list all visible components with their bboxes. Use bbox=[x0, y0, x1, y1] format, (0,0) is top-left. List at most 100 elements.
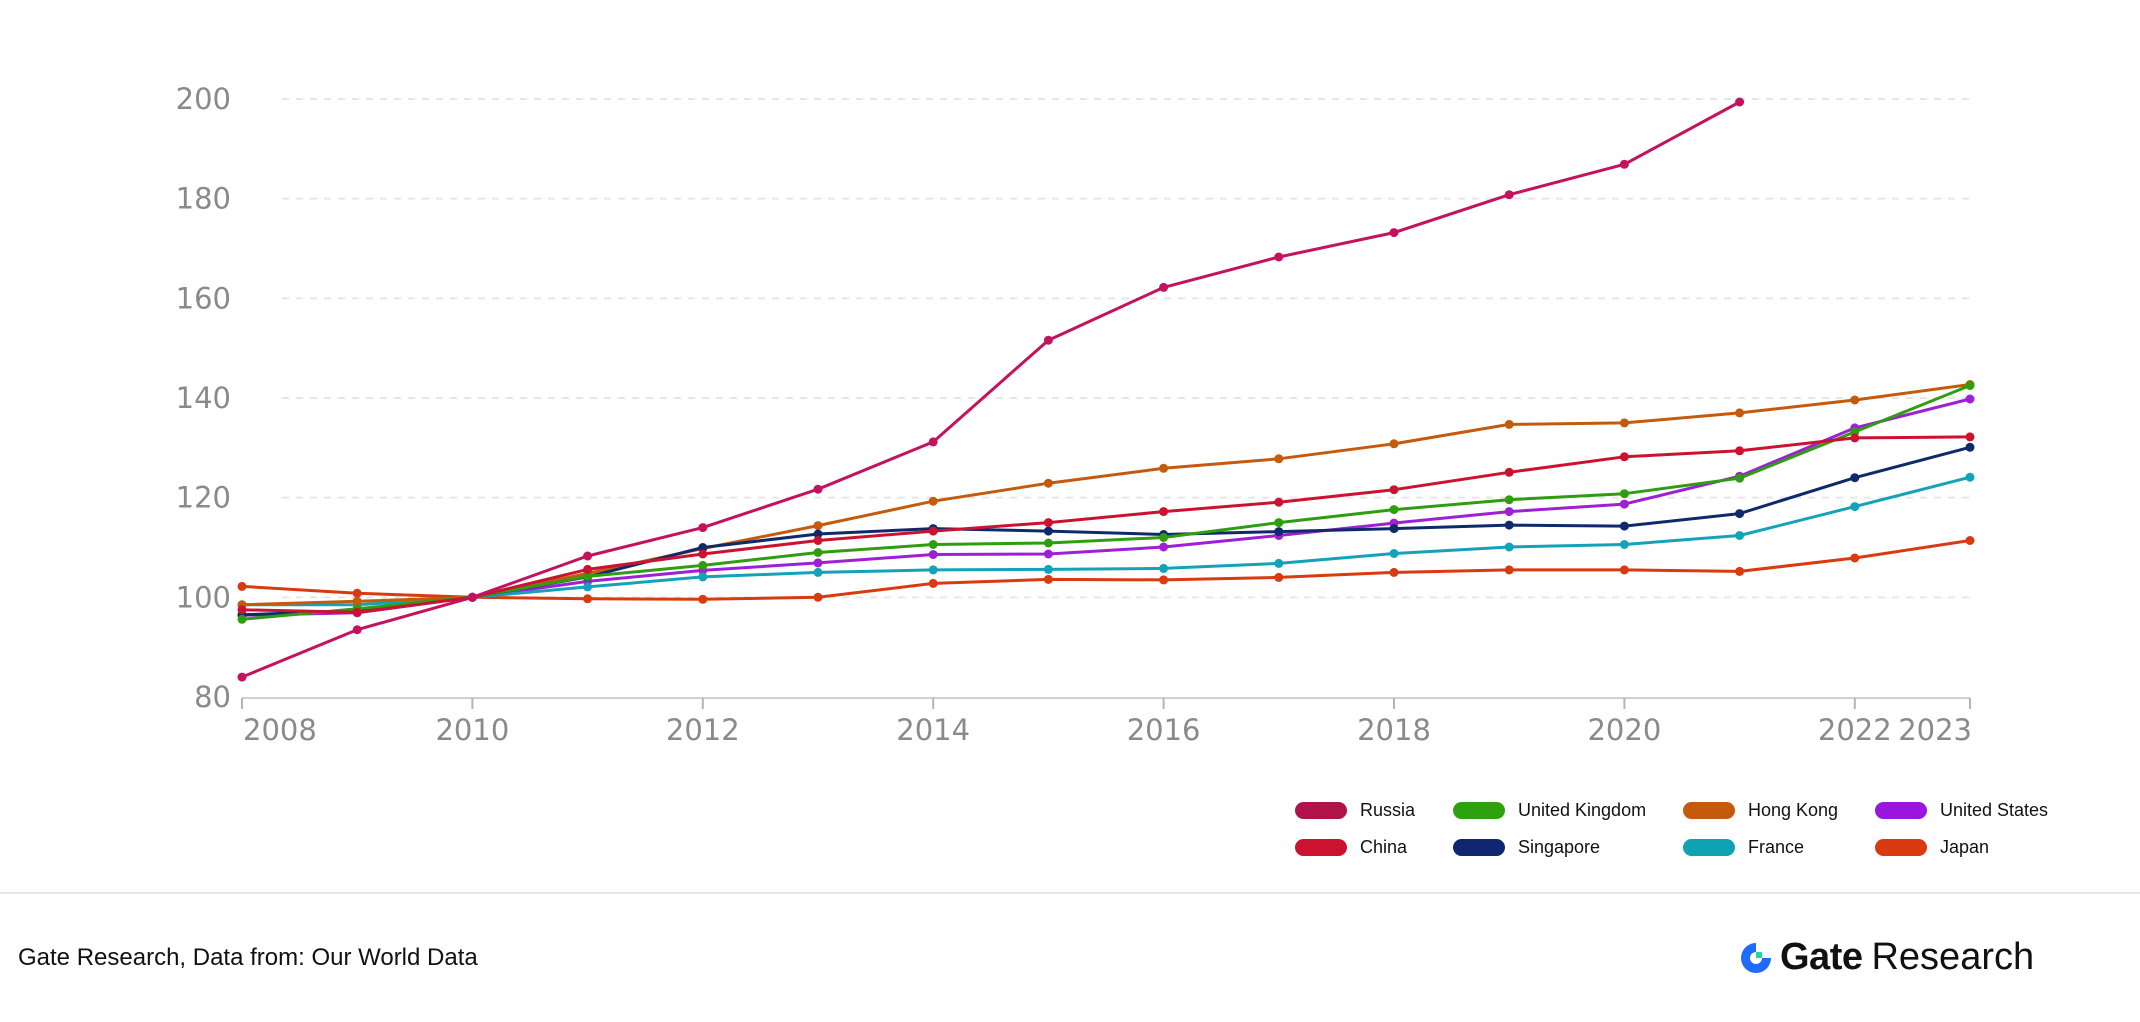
data-point-france[interactable] bbox=[1274, 558, 1284, 568]
data-point-france[interactable] bbox=[928, 565, 938, 575]
legend-item-hong-kong[interactable]: Hong Kong bbox=[1683, 798, 1875, 823]
data-point-japan[interactable] bbox=[1159, 575, 1169, 585]
data-point-united-states[interactable] bbox=[1159, 542, 1169, 552]
data-point-russia[interactable] bbox=[1619, 159, 1629, 169]
legend-item-united-kingdom[interactable]: United Kingdom bbox=[1453, 798, 1683, 823]
data-point-russia[interactable] bbox=[467, 592, 477, 602]
data-point-united-kingdom[interactable] bbox=[1274, 518, 1284, 528]
data-point-russia[interactable] bbox=[1389, 228, 1399, 238]
data-point-japan[interactable] bbox=[1274, 572, 1284, 582]
data-point-united-kingdom[interactable] bbox=[1504, 495, 1514, 505]
data-point-united-states[interactable] bbox=[1504, 507, 1514, 517]
legend-item-france[interactable]: France bbox=[1683, 835, 1875, 860]
data-point-hong-kong[interactable] bbox=[1389, 439, 1399, 449]
data-point-china[interactable] bbox=[1274, 497, 1284, 507]
data-point-france[interactable] bbox=[698, 572, 708, 582]
data-point-russia[interactable] bbox=[237, 672, 247, 682]
data-point-singapore[interactable] bbox=[1389, 524, 1399, 534]
data-point-china[interactable] bbox=[352, 607, 362, 617]
data-point-russia[interactable] bbox=[813, 484, 823, 494]
data-point-russia[interactable] bbox=[698, 523, 708, 533]
data-point-singapore[interactable] bbox=[698, 543, 708, 552]
data-point-japan[interactable] bbox=[583, 594, 593, 604]
data-point-china[interactable] bbox=[1850, 433, 1860, 443]
data-point-singapore[interactable] bbox=[1735, 509, 1745, 519]
data-point-japan[interactable] bbox=[237, 581, 247, 591]
data-point-russia[interactable] bbox=[1274, 252, 1284, 262]
data-point-united-kingdom[interactable] bbox=[237, 614, 247, 624]
data-point-united-kingdom[interactable] bbox=[813, 548, 823, 557]
data-point-singapore[interactable] bbox=[813, 529, 823, 539]
legend-item-japan[interactable]: Japan bbox=[1875, 835, 2085, 860]
data-point-united-states[interactable] bbox=[1043, 549, 1053, 559]
data-point-japan[interactable] bbox=[813, 592, 823, 602]
data-point-china[interactable] bbox=[237, 605, 247, 615]
data-point-france[interactable] bbox=[1043, 564, 1053, 574]
data-point-russia[interactable] bbox=[1735, 97, 1745, 107]
data-point-france[interactable] bbox=[1735, 531, 1745, 540]
data-point-japan[interactable] bbox=[1735, 566, 1745, 576]
data-point-france[interactable] bbox=[1504, 542, 1514, 552]
data-point-united-kingdom[interactable] bbox=[928, 540, 938, 549]
data-point-hong-kong[interactable] bbox=[813, 521, 823, 531]
data-point-united-kingdom[interactable] bbox=[1159, 533, 1169, 542]
data-point-china[interactable] bbox=[1965, 432, 1975, 442]
data-point-china[interactable] bbox=[1043, 518, 1053, 528]
legend-item-russia[interactable]: Russia bbox=[1295, 798, 1453, 823]
data-point-russia[interactable] bbox=[583, 551, 593, 561]
data-point-japan[interactable] bbox=[352, 588, 362, 598]
data-point-singapore[interactable] bbox=[1850, 473, 1860, 483]
data-point-hong-kong[interactable] bbox=[1735, 408, 1745, 418]
data-point-china[interactable] bbox=[1504, 467, 1514, 477]
data-point-singapore[interactable] bbox=[1274, 527, 1284, 537]
data-point-united-kingdom[interactable] bbox=[1389, 505, 1399, 515]
legend-item-singapore[interactable]: Singapore bbox=[1453, 835, 1683, 860]
data-point-united-states[interactable] bbox=[1619, 499, 1629, 509]
data-point-france[interactable] bbox=[583, 582, 593, 592]
data-point-france[interactable] bbox=[1389, 549, 1399, 558]
data-point-china[interactable] bbox=[583, 564, 593, 574]
data-point-china[interactable] bbox=[1735, 446, 1745, 456]
data-point-japan[interactable] bbox=[1389, 567, 1399, 577]
data-point-china[interactable] bbox=[1619, 452, 1629, 462]
data-point-russia[interactable] bbox=[1043, 335, 1053, 345]
data-point-france[interactable] bbox=[1159, 563, 1169, 573]
data-point-hong-kong[interactable] bbox=[1504, 419, 1514, 429]
data-point-singapore[interactable] bbox=[1504, 520, 1514, 530]
data-point-japan[interactable] bbox=[1850, 553, 1860, 563]
data-point-hong-kong[interactable] bbox=[1850, 395, 1860, 405]
data-point-united-kingdom[interactable] bbox=[1735, 473, 1745, 483]
data-point-russia[interactable] bbox=[928, 437, 938, 447]
data-point-hong-kong[interactable] bbox=[1159, 463, 1169, 473]
data-point-china[interactable] bbox=[1159, 507, 1169, 517]
data-point-china[interactable] bbox=[928, 526, 938, 536]
data-point-russia[interactable] bbox=[352, 625, 362, 635]
data-point-singapore[interactable] bbox=[1043, 526, 1053, 536]
legend-item-united-states[interactable]: United States bbox=[1875, 798, 2085, 823]
data-point-united-states[interactable] bbox=[928, 550, 938, 559]
data-point-united-states[interactable] bbox=[813, 558, 823, 568]
data-point-japan[interactable] bbox=[1619, 565, 1629, 575]
data-point-france[interactable] bbox=[1850, 502, 1860, 512]
data-point-hong-kong[interactable] bbox=[1043, 478, 1053, 488]
data-point-france[interactable] bbox=[1619, 540, 1629, 549]
data-point-united-kingdom[interactable] bbox=[698, 560, 708, 570]
data-point-france[interactable] bbox=[813, 567, 823, 577]
data-point-united-kingdom[interactable] bbox=[1965, 381, 1975, 390]
data-point-singapore[interactable] bbox=[1965, 442, 1975, 452]
data-point-united-states[interactable] bbox=[1965, 394, 1975, 404]
data-point-singapore[interactable] bbox=[1619, 521, 1629, 531]
data-point-hong-kong[interactable] bbox=[1274, 454, 1284, 464]
data-point-russia[interactable] bbox=[1159, 282, 1169, 292]
data-point-hong-kong[interactable] bbox=[1619, 418, 1629, 428]
data-point-france[interactable] bbox=[1965, 472, 1975, 482]
data-point-russia[interactable] bbox=[1504, 190, 1514, 200]
data-point-united-kingdom[interactable] bbox=[1043, 538, 1053, 548]
data-point-united-kingdom[interactable] bbox=[583, 571, 593, 581]
data-point-japan[interactable] bbox=[1965, 536, 1975, 545]
data-point-japan[interactable] bbox=[1504, 565, 1514, 575]
data-point-united-kingdom[interactable] bbox=[1619, 489, 1629, 499]
data-point-china[interactable] bbox=[1389, 485, 1399, 495]
data-point-japan[interactable] bbox=[698, 594, 708, 604]
data-point-japan[interactable] bbox=[928, 578, 938, 588]
